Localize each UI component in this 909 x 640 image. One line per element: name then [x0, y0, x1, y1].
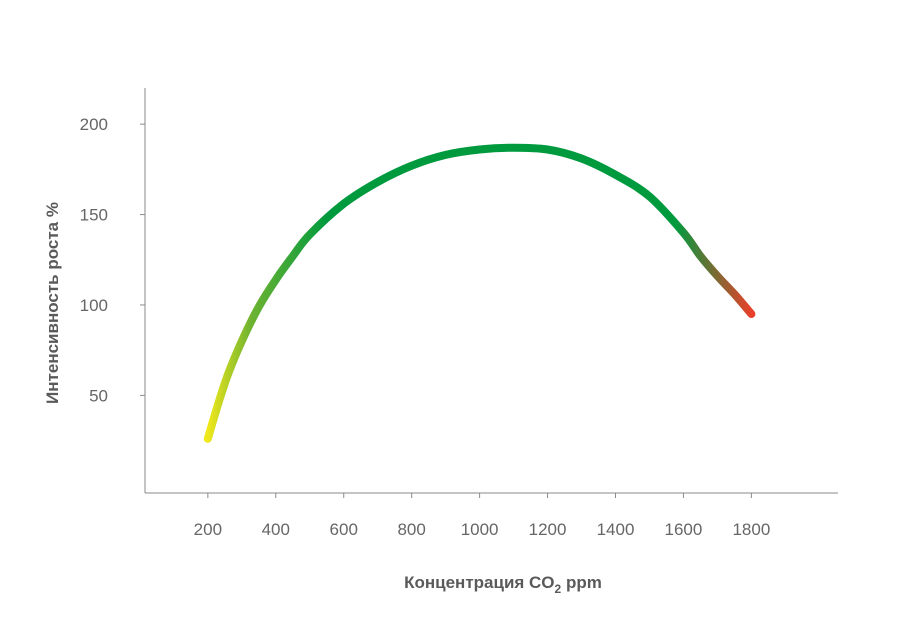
x-tick-label: 1400 [597, 520, 635, 539]
growth-curve-line [203, 143, 756, 443]
y-tick-label: 200 [80, 115, 108, 134]
y-tick-label: 100 [80, 296, 108, 315]
y-axis-title: Интенсивность роста % [43, 202, 62, 404]
x-tick-label: 1200 [529, 520, 567, 539]
x-axis-title: Концентрация CO2 ppm [404, 573, 602, 596]
x-tick-label: 200 [194, 520, 222, 539]
x-tick-label: 400 [262, 520, 290, 539]
x-tick-label: 800 [397, 520, 425, 539]
x-tick-label: 600 [330, 520, 358, 539]
y-tick-label: 150 [80, 206, 108, 225]
x-tick-label: 1800 [732, 520, 770, 539]
x-tick-label: 1000 [461, 520, 499, 539]
x-tick-label: 1600 [665, 520, 703, 539]
y-tick-label: 50 [89, 386, 108, 405]
